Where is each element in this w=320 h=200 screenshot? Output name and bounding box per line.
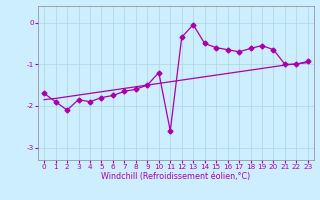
X-axis label: Windchill (Refroidissement éolien,°C): Windchill (Refroidissement éolien,°C): [101, 172, 251, 181]
